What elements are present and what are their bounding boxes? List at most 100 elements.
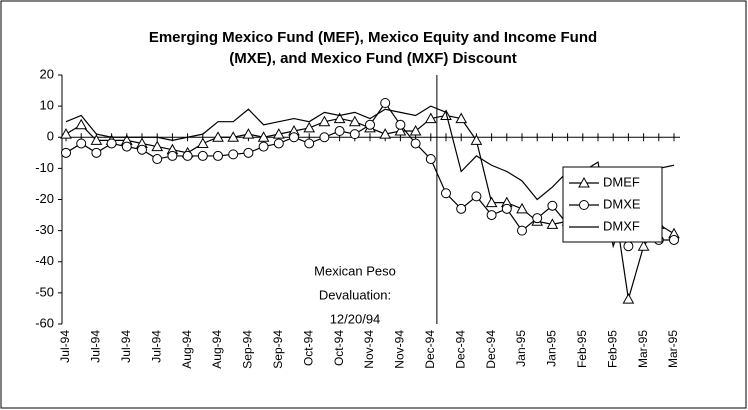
point (273, 138, 284, 149)
y-tick-label: -20 (35, 191, 54, 206)
annotation: Devaluation: (319, 287, 391, 302)
point (196, 137, 209, 148)
x-tick-label: Dec-94 (423, 330, 437, 369)
point (379, 128, 392, 139)
x-tick-label: Aug-94 (180, 330, 194, 369)
y-tick-label: -60 (35, 315, 54, 330)
point (637, 240, 650, 251)
y-tick-label: -30 (35, 222, 54, 237)
point (243, 147, 254, 158)
point (425, 154, 436, 165)
point (137, 144, 147, 155)
x-tick-label: Dec-94 (453, 330, 467, 369)
point (75, 118, 88, 130)
point (532, 213, 543, 224)
point (60, 128, 72, 139)
x-tick-label: Feb-95 (605, 330, 619, 368)
chart-title: (MXE), and Mexico Fund (MXF) Discount (229, 50, 517, 67)
point (257, 131, 270, 142)
point (91, 147, 102, 158)
x-tick-label: Aug-94 (210, 330, 224, 369)
y-tick-label: 20 (40, 66, 54, 81)
point (289, 132, 299, 143)
point (501, 203, 512, 214)
x-tick-label: Oct-94 (332, 330, 346, 366)
point (622, 293, 635, 304)
point (227, 131, 240, 142)
x-tick-label: Oct-94 (301, 330, 315, 366)
point (319, 132, 330, 143)
x-tick-label: Jul-94 (58, 330, 72, 363)
x-tick-label: Jul-94 (149, 330, 163, 363)
point (272, 128, 285, 139)
point (304, 138, 315, 149)
point (90, 134, 103, 145)
point (456, 203, 467, 214)
point (485, 196, 498, 208)
x-tick-label: Jan-95 (545, 330, 559, 367)
point (76, 138, 87, 149)
point (258, 141, 269, 152)
point (318, 115, 331, 127)
chart-title: Emerging Mexico Fund (MEF), Mexico Equit… (149, 29, 597, 46)
y-tick-label: 10 (40, 98, 54, 113)
point (303, 121, 316, 133)
point (380, 98, 391, 109)
legend-label: DMXE (603, 196, 641, 211)
x-tick-label: Nov-94 (362, 330, 376, 369)
point (394, 124, 407, 136)
point (623, 241, 634, 252)
point (516, 202, 528, 214)
point (333, 112, 346, 124)
point (409, 124, 422, 136)
point (455, 112, 468, 124)
point (365, 119, 375, 130)
x-tick-label: Jul-94 (89, 330, 103, 363)
point (546, 218, 559, 229)
point (669, 234, 679, 245)
point (167, 150, 178, 161)
x-tick-label: Feb-95 (575, 330, 589, 368)
point (441, 188, 451, 199)
x-tick-label: Jul-94 (119, 330, 133, 363)
legend-label: DMXF (603, 218, 640, 233)
point (151, 140, 164, 152)
point (213, 150, 223, 161)
point (424, 112, 437, 124)
point (348, 115, 361, 127)
point (486, 210, 497, 221)
point (349, 129, 360, 140)
point (121, 141, 132, 152)
point (182, 150, 193, 161)
y-tick-label: -50 (35, 284, 54, 299)
y-tick-label: -40 (35, 253, 54, 268)
point (334, 126, 345, 137)
x-tick-label: Mar-95 (666, 330, 680, 368)
point (410, 138, 421, 149)
legend-marker (578, 176, 590, 188)
point (197, 150, 208, 161)
annotation: 12/20/94 (330, 311, 381, 326)
legend-marker (579, 200, 589, 210)
point (106, 138, 117, 149)
x-tick-label: Sep-94 (241, 330, 255, 369)
point (440, 109, 452, 120)
y-tick-label: 0 (47, 129, 54, 144)
annotation: Mexican Peso (314, 263, 396, 278)
point (517, 225, 527, 236)
x-tick-label: Nov-94 (393, 330, 407, 369)
x-tick-label: Sep-94 (271, 330, 285, 369)
point (470, 134, 483, 145)
point (395, 119, 406, 130)
point (228, 149, 239, 160)
x-tick-label: Jan-95 (514, 330, 528, 367)
point (212, 131, 224, 142)
x-tick-label: Dec-94 (484, 330, 498, 369)
point (152, 154, 163, 165)
point (242, 128, 255, 139)
point (61, 147, 71, 158)
x-tick-label: Mar-95 (636, 330, 650, 368)
point (547, 200, 558, 211)
point (471, 191, 482, 202)
